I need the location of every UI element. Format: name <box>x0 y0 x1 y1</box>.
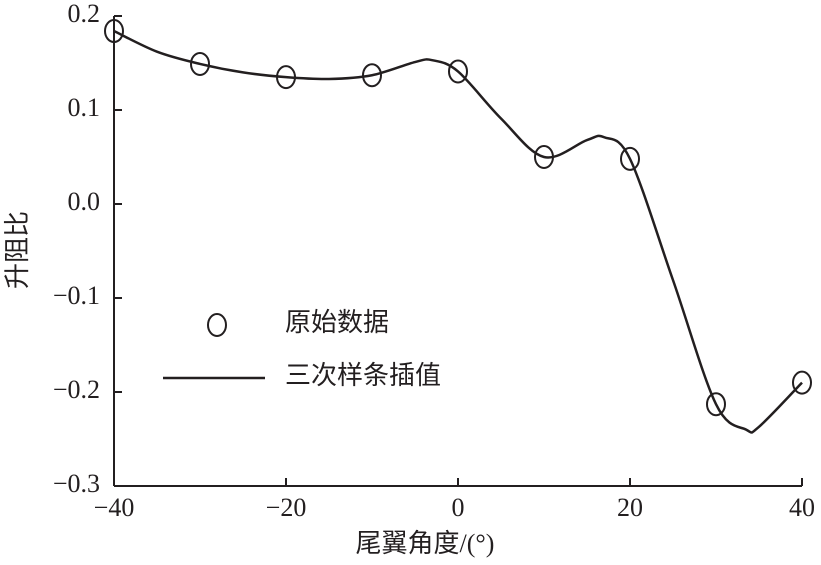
y-tick-label: −0.2 <box>53 375 100 404</box>
legend-label: 原始数据 <box>285 308 389 337</box>
y-tick-label: 0.0 <box>68 187 101 216</box>
data-point <box>104 19 124 44</box>
x-axis-label: 尾翼角度/(°) <box>356 529 495 558</box>
data-point <box>362 63 382 88</box>
x-tick-label: 40 <box>789 493 815 522</box>
y-tick-label: 0.1 <box>68 93 101 122</box>
data-point <box>448 59 468 84</box>
y-tick-label: −0.3 <box>53 469 100 498</box>
y-tick-label: −0.1 <box>53 281 100 310</box>
data-point <box>706 392 726 417</box>
y-tick-label: 0.2 <box>68 0 101 28</box>
legend-marker <box>207 313 227 337</box>
y-axis-label: 升阻比 <box>3 211 32 289</box>
x-tick-label: 20 <box>617 493 643 522</box>
data-point <box>792 370 812 395</box>
data-point <box>620 146 640 171</box>
x-tick-label: 0 <box>452 493 465 522</box>
x-tick-label: −20 <box>266 493 307 522</box>
data-point <box>190 51 210 76</box>
legend-label: 三次样条插值 <box>285 361 441 390</box>
x-tick-label: −40 <box>94 493 135 522</box>
spline-line <box>113 29 803 434</box>
